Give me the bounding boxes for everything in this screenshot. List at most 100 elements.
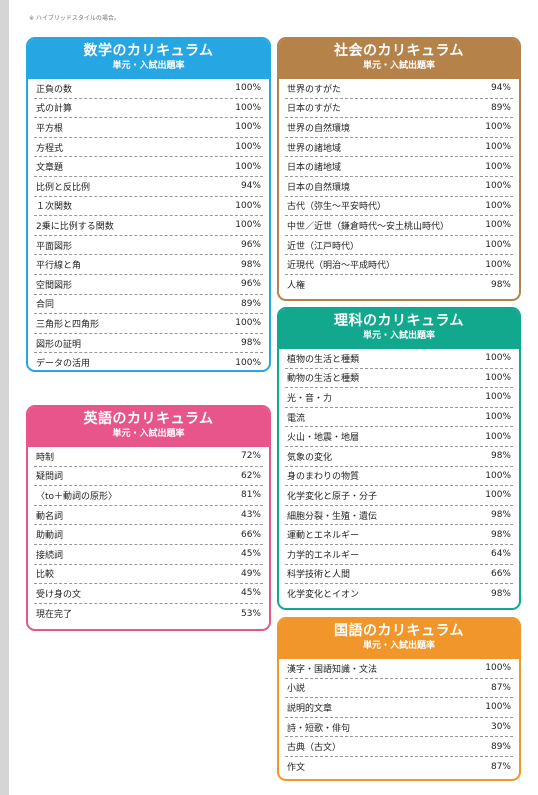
table-row: 図形の証明 98% (34, 334, 263, 354)
english-subtitle: 単元・入試出題率 (112, 429, 185, 439)
exam-rate: 100% (235, 357, 261, 368)
unit-name: 助動詞 (36, 531, 64, 542)
unit-name: 正負の数 (36, 84, 73, 95)
table-row: 科学技術と人間 66% (285, 565, 513, 585)
unit-name: 三角形と四角形 (36, 319, 100, 330)
unit-name: 説明的文章 (287, 703, 333, 714)
exam-rate: 100% (485, 663, 511, 674)
math-title: 数学のカリキュラム (83, 43, 214, 59)
unit-name: 現在完了 (36, 610, 73, 621)
exam-rate: 100% (485, 372, 511, 383)
exam-rate: 100% (485, 122, 511, 133)
unit-name: １次関数 (36, 202, 73, 213)
unit-name: 世界のすがた (287, 84, 342, 95)
unit-name: 比例と反比例 (36, 182, 91, 193)
table-row: 〈to＋動詞の原形〉 81% (34, 486, 263, 506)
unit-name: 式の計算 (36, 104, 73, 115)
unit-name: 〈to＋動詞の原形〉 (36, 491, 118, 502)
exam-rate: 100% (485, 142, 511, 153)
unit-name: 日本のすがた (287, 104, 342, 115)
exam-rate: 96% (240, 240, 261, 251)
social-title: 社会のカリキュラム (333, 43, 465, 59)
exam-rate: 66% (240, 529, 261, 540)
exam-rate: 87% (490, 682, 511, 693)
table-row: 日本の自然環境 100% (285, 177, 513, 197)
exam-rate: 66% (490, 568, 511, 579)
unit-name: 文章題 (36, 163, 64, 174)
unit-name: 運動とエネルギー (287, 531, 360, 542)
exam-rate: 98% (490, 529, 511, 540)
exam-rate: 64% (490, 549, 511, 560)
table-row: 近現代（明治～平成時代） 100% (285, 255, 513, 275)
japanese-curriculum-card: 国語のカリキュラム 単元・入試出題率 漢字・国語知識・文法 100% 小説 87% 説明… (277, 617, 521, 781)
exam-rate: 94% (240, 181, 261, 192)
table-row: 時制 72% (34, 447, 263, 467)
exam-rate: 72% (240, 451, 261, 462)
table-row: 化学変化と原子・分子 100% (285, 486, 513, 506)
table-row: 化学変化とイオン 98% (285, 584, 513, 604)
table-row: １次関数 100% (34, 197, 263, 217)
table-row: 平行線と角 98% (34, 255, 263, 275)
table-row: 中世／近世（鎌倉時代～安土桃山時代） 100% (285, 216, 513, 236)
unit-name: 人権 (287, 281, 306, 292)
science-curriculum-card: 理科のカリキュラム 単元・入試出題率 植物の生活と種類 100% 動物の生活と種類 1… (277, 307, 521, 610)
science-subtitle: 単元・入試出題率 (362, 331, 435, 341)
exam-rate: 45% (240, 549, 261, 560)
exam-rate: 89% (240, 298, 261, 309)
table-row: 世界の自然環境 100% (285, 118, 513, 138)
exam-rate: 100% (235, 83, 261, 94)
exam-rate: 100% (485, 161, 511, 172)
exam-rate: 100% (485, 240, 511, 251)
math-rows: 正負の数 100% 式の計算 100% 平方根 100% 方程式 100% 文章題 100% 比例と… (28, 79, 269, 370)
table-row: 式の計算 100% (34, 99, 263, 119)
table-row: 平面図形 96% (34, 236, 263, 256)
table-row: 光・音・力 100% (285, 388, 513, 408)
unit-name: 日本の自然環境 (287, 182, 351, 193)
unit-name: 世界の諸地域 (287, 143, 342, 154)
table-row: 気象の変化 98% (285, 447, 513, 467)
table-row: 空間図形 96% (34, 275, 263, 295)
unit-name: 空間図形 (36, 280, 73, 291)
table-row: 比較 49% (34, 565, 263, 585)
unit-name: 植物の生活と種類 (287, 354, 360, 365)
exam-rate: 62% (240, 470, 261, 481)
unit-name: 中世／近世（鎌倉時代～安土桃山時代） (287, 221, 450, 232)
english-header: 英語のカリキュラム 単元・入試出題率 (28, 407, 269, 447)
science-header: 理科のカリキュラム 単元・入試出題率 (279, 309, 519, 349)
table-row: 正負の数 100% (34, 79, 263, 99)
exam-rate: 30% (490, 722, 511, 733)
exam-rate: 43% (240, 510, 261, 521)
exam-rate: 45% (240, 588, 261, 599)
science-rows: 植物の生活と種類 100% 動物の生活と種類 100% 光・音・力 100% 電流 100% 火… (279, 349, 519, 604)
table-row: 助動詞 66% (34, 525, 263, 545)
unit-name: 小説 (287, 684, 306, 695)
table-row: 細胞分裂・生殖・遺伝 98% (285, 506, 513, 526)
table-row: 日本の諸地域 100% (285, 157, 513, 177)
unit-name: 日本の諸地域 (287, 163, 342, 174)
unit-name: 近世（江戸時代） (287, 241, 360, 252)
unit-name: 平方根 (36, 123, 64, 134)
table-row: 日本のすがた 89% (285, 99, 513, 119)
exam-rate: 100% (485, 412, 511, 423)
unit-name: 比較 (36, 570, 55, 581)
table-row: 火山・地震・地層 100% (285, 427, 513, 447)
exam-rate: 100% (485, 470, 511, 481)
exam-rate: 98% (490, 451, 511, 462)
unit-name: 時制 (36, 452, 55, 463)
unit-name: 平面図形 (36, 241, 73, 252)
exam-rate: 100% (235, 102, 261, 113)
exam-rate: 100% (235, 200, 261, 211)
exam-rate: 100% (485, 200, 511, 211)
table-row: 作文 87% (285, 757, 513, 777)
table-row: データの活用 100% (34, 353, 263, 370)
english-title: 英語のカリキュラム (83, 411, 214, 427)
japanese-rows: 漢字・国語知識・文法 100% 小説 87% 説明的文章 100% 詩・短歌・俳句 30% 古典… (279, 659, 519, 777)
exam-rate: 100% (235, 318, 261, 329)
unit-name: 火山・地震・地層 (287, 433, 360, 444)
math-subtitle: 単元・入試出題率 (112, 61, 185, 71)
exam-rate: 89% (490, 741, 511, 752)
exam-rate: 100% (485, 220, 511, 231)
table-row: 電流 100% (285, 408, 513, 428)
exam-rate: 94% (490, 83, 511, 94)
social-header: 社会のカリキュラム 単元・入試出題率 (279, 39, 519, 79)
